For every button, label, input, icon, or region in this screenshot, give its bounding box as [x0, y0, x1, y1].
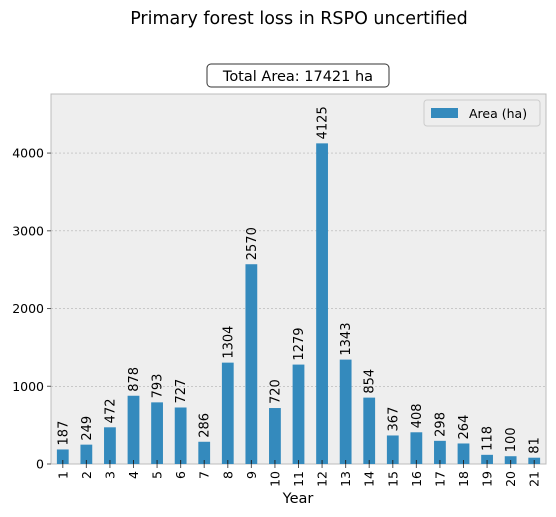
y-ticks: 0 1000 2000 3000 4000	[12, 146, 51, 472]
data-label: 81	[528, 437, 543, 454]
x-tick-label: 17	[432, 471, 447, 487]
data-label: 286	[198, 413, 213, 438]
data-label: 367	[386, 407, 401, 432]
x-tick-label: 15	[385, 471, 400, 487]
chart-title: Primary forest loss in RSPO uncertified	[130, 9, 468, 29]
data-label: 727	[174, 379, 189, 404]
x-tick-label: 5	[150, 471, 165, 479]
data-label: 878	[127, 367, 142, 392]
bar	[174, 407, 187, 464]
data-label: 472	[103, 398, 118, 423]
x-tick-label: 3	[102, 471, 117, 479]
legend-label: Area (ha)	[469, 106, 527, 121]
data-label: 408	[410, 403, 425, 428]
bar	[221, 362, 234, 464]
x-tick-label: 4	[126, 471, 141, 479]
data-label: 249	[80, 416, 95, 441]
x-tick-label: 1	[55, 471, 70, 479]
y-tick-label: 1000	[12, 379, 44, 394]
bar	[410, 432, 423, 464]
data-label: 793	[151, 374, 166, 399]
x-tick-label: 7	[197, 471, 212, 479]
bar	[457, 443, 470, 464]
x-tick-label: 9	[244, 471, 259, 479]
bar	[127, 395, 140, 464]
x-tick-label: 16	[409, 471, 424, 487]
x-tick-label: 2	[79, 471, 94, 479]
data-label: 1279	[292, 327, 307, 360]
total-area-text: Total Area: 17421 ha	[222, 69, 373, 85]
x-tick-label: 10	[267, 471, 282, 487]
x-tick-label: 18	[456, 471, 471, 487]
bar	[363, 397, 376, 464]
x-tick-label: 8	[220, 471, 235, 479]
data-label: 720	[268, 379, 283, 404]
x-tick-label: 13	[338, 471, 353, 487]
data-label: 298	[433, 412, 448, 437]
bar	[292, 364, 305, 464]
bar	[104, 427, 116, 464]
bar	[269, 408, 281, 464]
data-label: 2570	[245, 227, 260, 260]
data-label: 854	[363, 369, 378, 394]
y-tick-label: 2000	[12, 301, 44, 316]
x-tick-label: 20	[503, 471, 518, 487]
data-label: 1304	[221, 326, 236, 359]
data-label: 187	[56, 421, 71, 446]
x-tick-label: 12	[315, 471, 330, 487]
x-tick-label: 6	[173, 471, 188, 479]
data-label: 100	[504, 427, 519, 452]
legend: Area (ha)	[423, 99, 541, 127]
legend-swatch	[431, 108, 458, 118]
bar	[56, 449, 69, 464]
bar	[151, 402, 163, 464]
bar	[316, 143, 328, 464]
bar	[434, 440, 446, 464]
bar	[198, 441, 211, 464]
bar	[339, 359, 352, 464]
grid-lines	[51, 152, 546, 387]
total-area-frame	[206, 63, 390, 88]
y-tick-label: 3000	[12, 223, 44, 238]
data-label: 118	[481, 426, 496, 451]
bar	[80, 444, 93, 464]
y-tick-label: 0	[36, 457, 44, 472]
x-tick-label: 21	[527, 471, 542, 487]
x-tick-label: 19	[480, 471, 495, 487]
bar	[245, 264, 258, 464]
data-label: 1343	[339, 323, 354, 356]
legend-frame	[423, 99, 541, 127]
data-labels: 187 249 472 878 793 727 286 1304 2570 720 1279 4125…	[56, 106, 542, 453]
x-tick-label: 11	[291, 471, 306, 487]
bar	[481, 454, 493, 464]
y-tick-label: 4000	[12, 146, 44, 161]
x-tick-label: 14	[362, 471, 377, 487]
x-ticks: 1 2 3 4 5 6 7 8 9 10 11 12 13 14 15 16 17 18 19 20 21	[55, 460, 542, 487]
bars	[56, 143, 541, 464]
bar	[386, 435, 399, 464]
total-area-box: Total Area: 17421 ha	[206, 63, 390, 88]
data-label: 264	[457, 415, 472, 440]
x-axis-label: Year	[282, 491, 314, 507]
data-label: 4125	[316, 106, 331, 139]
